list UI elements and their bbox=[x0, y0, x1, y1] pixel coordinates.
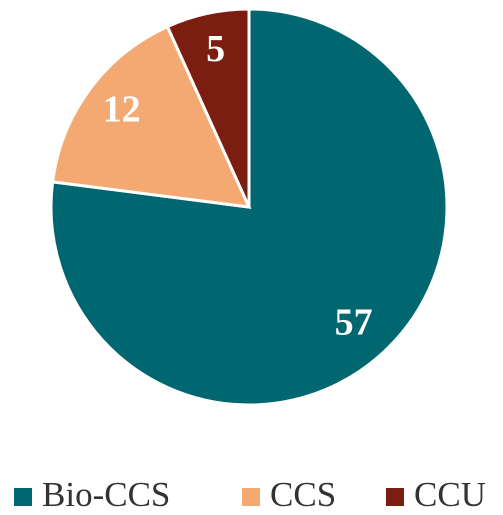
data-label: 5 bbox=[206, 28, 225, 70]
data-label: 57 bbox=[335, 302, 373, 344]
legend-label: CCU bbox=[414, 475, 486, 514]
legend-label: Bio-CCS bbox=[42, 475, 170, 514]
pie-slice bbox=[50, 24, 252, 209]
legend-swatch bbox=[386, 488, 404, 506]
legend-swatch bbox=[242, 488, 260, 506]
legend-swatch bbox=[14, 488, 32, 506]
pie-slice bbox=[165, 7, 251, 208]
pie-slice bbox=[49, 7, 449, 407]
legend-label: CCS bbox=[270, 475, 336, 514]
data-label: 12 bbox=[103, 89, 141, 131]
